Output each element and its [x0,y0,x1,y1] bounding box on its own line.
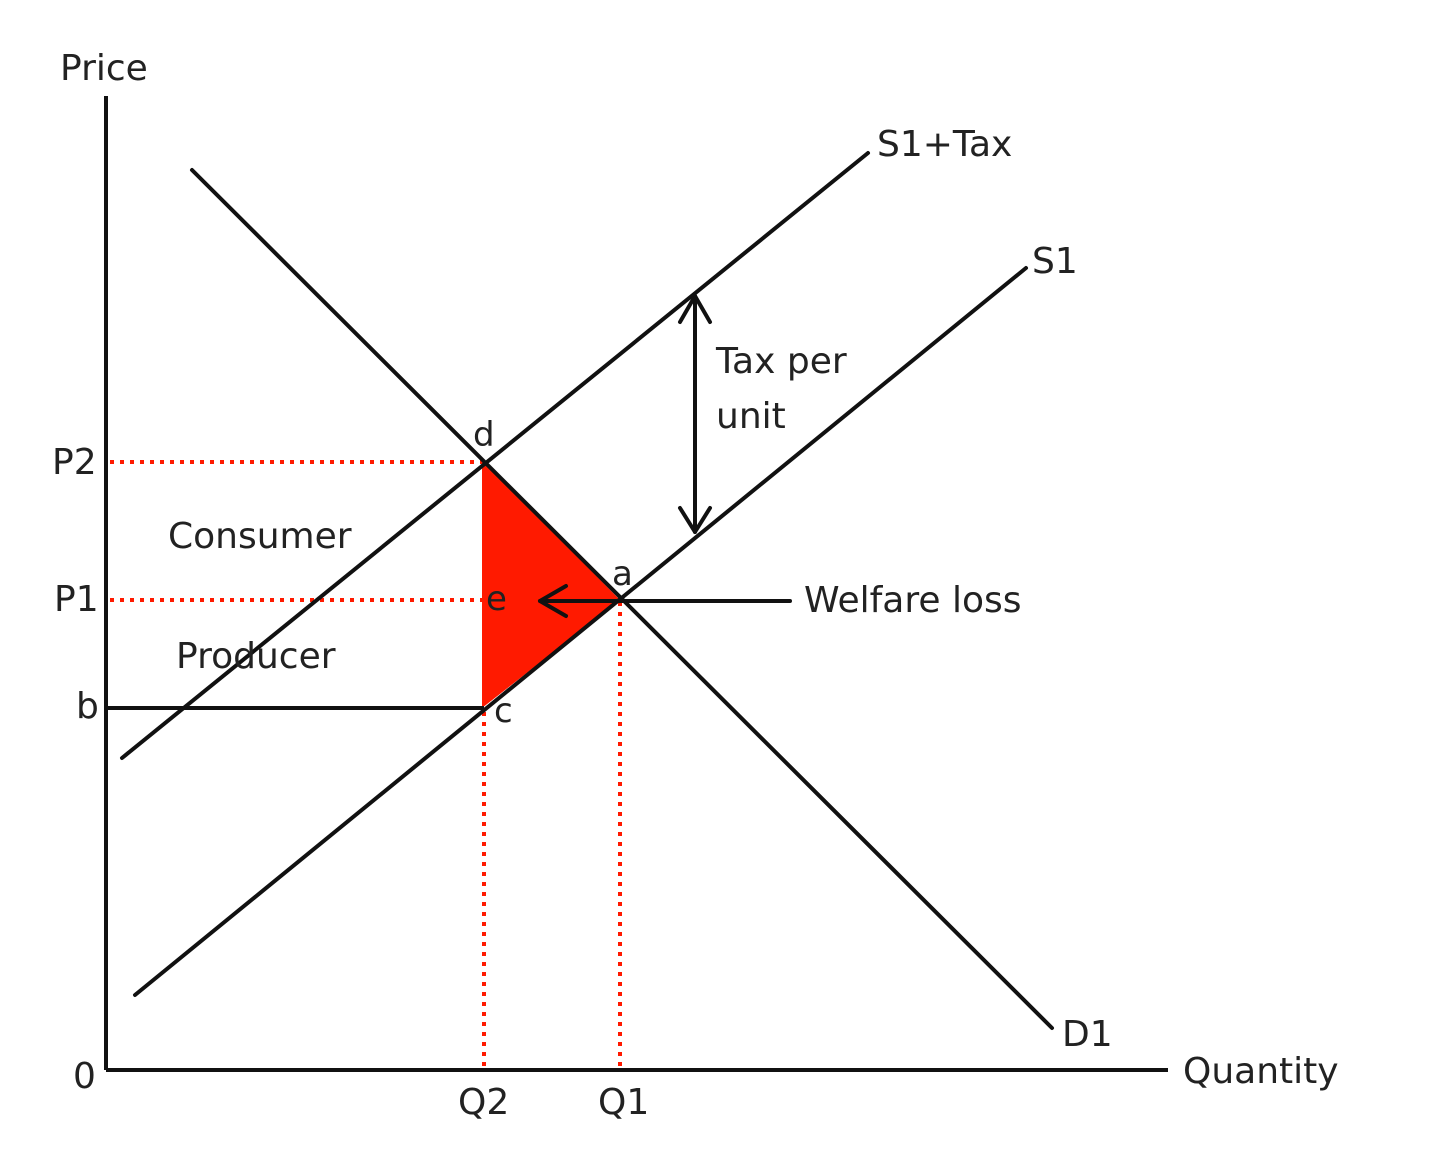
point-e-label: e [486,579,507,619]
p2-label: P2 [52,442,97,483]
tax-arrow-down-head [678,506,712,534]
supply-curve [133,266,1028,997]
q2-label: Q2 [458,1082,509,1123]
tax-per-unit-label-line1: Tax per [715,341,847,382]
tax-per-unit-label-line2: unit [716,396,786,437]
p1-label: P1 [54,579,99,620]
point-d-label: d [473,415,495,455]
welfare-loss-label: Welfare loss [804,580,1022,621]
supply-with-tax-label: S1+Tax [877,124,1012,165]
welfare-loss-arrow-head [538,584,568,618]
q1-label: Q1 [598,1082,649,1123]
y-axis-label: Price [60,48,148,89]
origin-label: 0 [73,1056,96,1097]
point-c-label: c [494,691,513,731]
point-a-label: a [612,554,633,594]
tax-arrow-up-head [678,294,712,324]
producer-region-label: Producer [176,636,336,677]
demand-label: D1 [1062,1014,1113,1055]
x-axis-label: Quantity [1183,1051,1339,1092]
welfare-loss-triangle [482,460,620,708]
supply-with-tax-curve [120,151,870,760]
b-label: b [76,686,99,727]
supply-label: S1 [1032,241,1078,282]
consumer-region-label: Consumer [168,516,352,557]
